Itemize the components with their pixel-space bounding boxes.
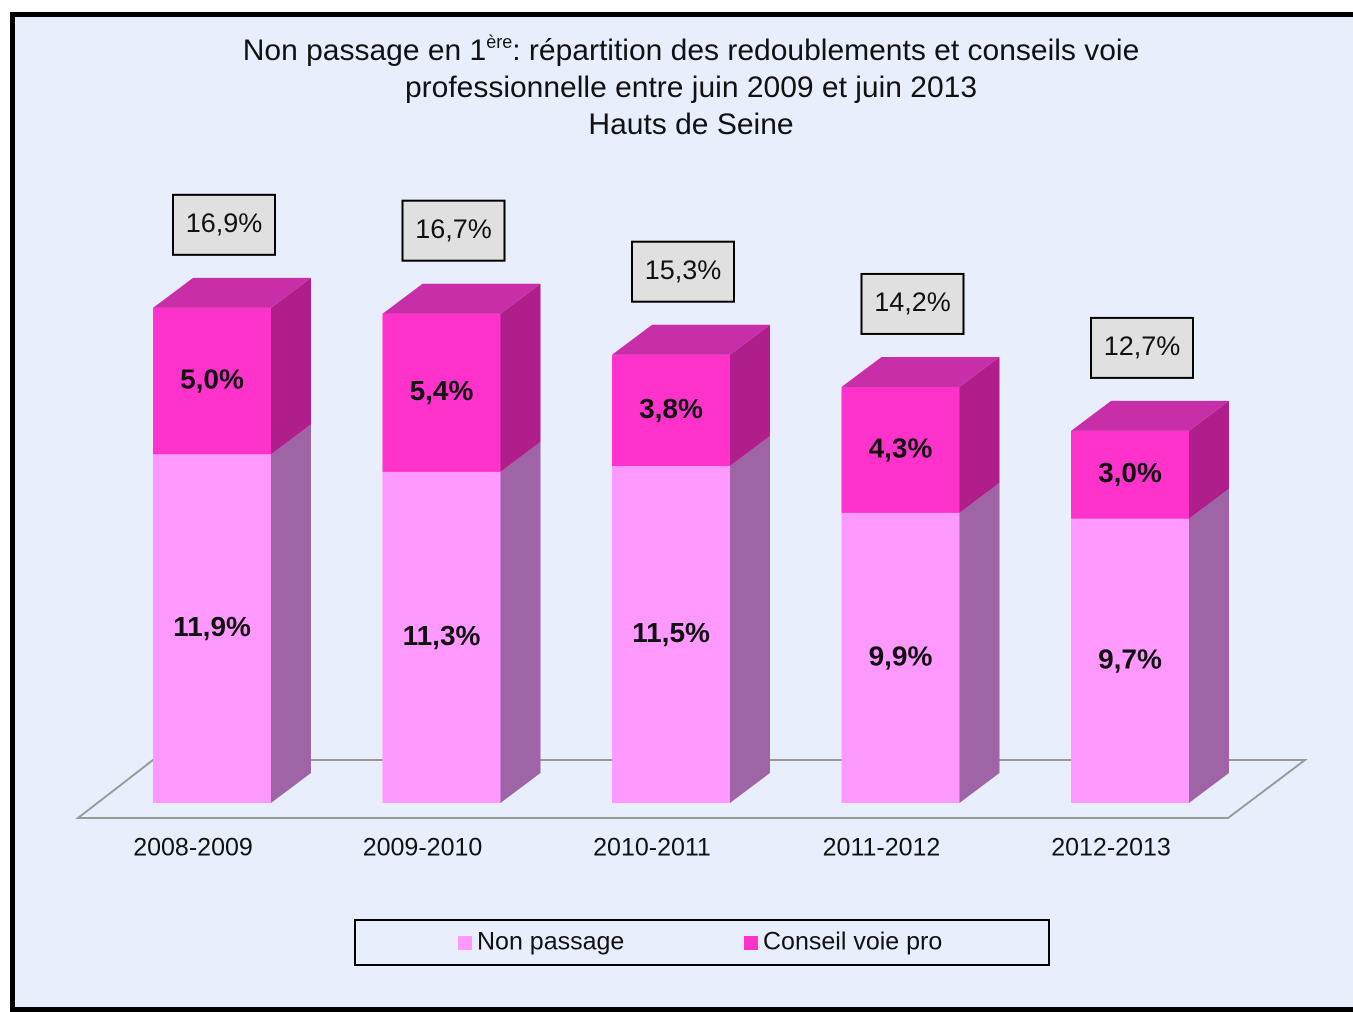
total-box — [631, 240, 735, 303]
bar-side — [500, 283, 541, 472]
bar-top — [1071, 400, 1229, 431]
value-label: 11,3% — [403, 620, 481, 651]
bar-top — [612, 324, 770, 355]
bar-side — [730, 324, 770, 467]
value-label: 4,3% — [869, 432, 933, 463]
bar — [382, 313, 501, 472]
bar — [612, 466, 730, 803]
bar — [153, 454, 271, 803]
bar-side — [1189, 400, 1229, 519]
bar-side — [271, 277, 311, 455]
total-label: 15,3% — [645, 255, 722, 285]
bar-side — [959, 356, 1000, 513]
total-label: 16,7% — [415, 214, 492, 244]
bar — [1071, 518, 1189, 803]
value-label: 5,0% — [180, 363, 244, 394]
bar — [382, 471, 501, 803]
bar-side — [1189, 488, 1229, 803]
bar-side — [500, 441, 541, 803]
value-label: 11,5% — [632, 617, 710, 648]
value-label: 11,9% — [173, 611, 251, 642]
total-box — [860, 272, 965, 335]
value-label: 3,8% — [639, 393, 703, 424]
bar-top — [382, 283, 541, 314]
legend-label: Conseil voie pro — [763, 928, 942, 956]
bar-side — [271, 424, 311, 803]
chart-title: Non passage en 1ère: répartition des red… — [196, 32, 1186, 143]
total-box — [172, 193, 276, 256]
legend-label: Non passage — [477, 928, 624, 956]
total-label: 14,2% — [874, 287, 951, 317]
bar — [841, 386, 960, 513]
bar-top — [841, 356, 1000, 387]
value-label: 5,4% — [410, 375, 474, 406]
bar — [612, 354, 730, 467]
x-tick-label: 2011-2012 — [823, 834, 941, 862]
x-tick-label: 2008-2009 — [133, 834, 253, 862]
x-tick-label: 2010-2011 — [593, 834, 711, 862]
chart-subtitle: Hauts de Seine — [588, 108, 794, 141]
x-tick-label: 2012-2013 — [1051, 834, 1171, 862]
legend-swatch — [744, 936, 758, 950]
bar-side — [730, 436, 770, 803]
title-text-after: : répartition des redoublements et conse… — [404, 34, 1140, 104]
bar — [841, 512, 960, 803]
floor — [75, 759, 1308, 819]
bar-top — [153, 277, 311, 308]
value-label: 3,0% — [1098, 457, 1162, 488]
x-tick-label: 2009-2010 — [363, 834, 483, 862]
value-label: 9,9% — [869, 640, 933, 671]
bar — [153, 307, 271, 455]
legend-swatch — [458, 936, 472, 950]
total-label: 16,9% — [186, 208, 263, 238]
total-box — [401, 199, 506, 262]
value-label: 9,7% — [1098, 643, 1162, 674]
bar-side — [959, 482, 1000, 803]
title-superscript: ère — [486, 32, 513, 52]
total-box — [1090, 316, 1194, 379]
bar — [1071, 430, 1189, 519]
total-label: 12,7% — [1104, 331, 1181, 361]
title-text: Non passage en 1 — [242, 34, 487, 67]
